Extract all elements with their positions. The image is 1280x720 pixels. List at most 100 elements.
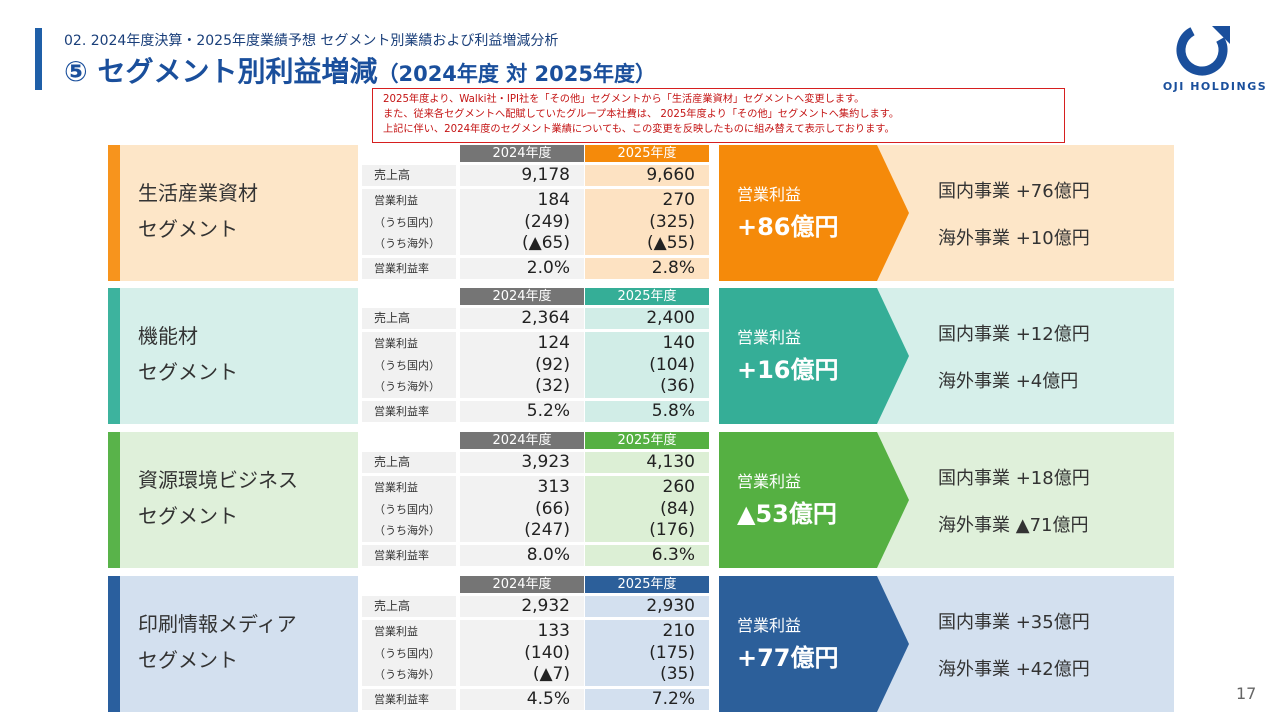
row-label-sales: 売上高 <box>362 165 456 186</box>
sales-2025: 9,660 <box>646 165 695 185</box>
page-number: 17 <box>1236 684 1257 703</box>
sales-2025: 2,930 <box>646 596 695 616</box>
segment-name-line: セグメント <box>138 504 238 528</box>
margin-2024: 2.0% <box>526 258 570 278</box>
label-op-profit: 営業利益 <box>374 337 418 350</box>
op-profit-2024: 133 <box>537 621 570 641</box>
margin-2025: 6.3% <box>651 545 695 565</box>
overseas-2024: (▲65) <box>522 233 570 253</box>
value-profit-group-2024: 313 (66) (247) <box>460 476 584 542</box>
domestic-change: 国内事業 +35億円 <box>938 612 1090 633</box>
segment-name-line: セグメント <box>138 217 238 241</box>
header-2024: 2024年度 <box>460 432 584 449</box>
segment-name-line: 生活産業資材 <box>138 181 258 205</box>
op-profit-2024: 184 <box>537 190 570 210</box>
overseas-change: 海外事業 +4億円 <box>938 371 1079 392</box>
margin-2024: 4.5% <box>526 689 570 709</box>
value-margin-2025: 6.3% <box>585 545 709 566</box>
label-overseas: （うち海外） <box>374 524 440 537</box>
label-domestic: （うち国内） <box>374 358 440 372</box>
notice-line: 2025年度より、Walki社・IPI社を「その他」セグメントから「生活産業資材… <box>383 94 865 105</box>
margin-2024: 5.2% <box>526 401 570 421</box>
label-sales: 売上高 <box>374 455 411 469</box>
profit-change-arrow: 営業利益 ▲53億円 <box>719 432 909 568</box>
domestic-change: 国内事業 +18億円 <box>938 468 1090 489</box>
label-margin: 営業利益率 <box>374 405 429 418</box>
sales-2024: 2,364 <box>521 308 570 328</box>
domestic-2025: (84) <box>660 498 695 519</box>
value-sales-2024: 2,932 <box>460 596 584 617</box>
arrow-label: 営業利益 <box>737 328 802 347</box>
overseas-2025: (36) <box>660 376 695 396</box>
margin-2025: 2.8% <box>651 258 695 278</box>
segment-name: 機能材 セグメント <box>138 318 238 390</box>
header-2025: 2025年度 <box>585 432 709 449</box>
value-profit-group-2024: 133 (140) (▲7) <box>460 620 584 686</box>
overseas-change: 海外事業 +10億円 <box>938 228 1090 249</box>
sales-2024: 3,923 <box>521 452 570 472</box>
label-domestic: （うち国内） <box>374 502 440 516</box>
chevron-arrow-icon <box>719 288 909 424</box>
overseas-2024: (▲7) <box>532 664 570 684</box>
value-margin-2024: 4.5% <box>460 689 584 710</box>
value-profit-group-2025: 210 (175) (35) <box>585 620 709 686</box>
domestic-2025: (104) <box>649 354 695 375</box>
value-margin-2025: 5.8% <box>585 401 709 422</box>
row-label-profit-group: 営業利益 （うち国内） （うち海外） <box>362 476 456 542</box>
domestic-change: 国内事業 +12億円 <box>938 324 1090 345</box>
value-margin-2024: 2.0% <box>460 258 584 279</box>
row-label-sales: 売上高 <box>362 596 456 617</box>
company-logo: OJI HOLDINGS <box>1160 20 1270 100</box>
arrow-value: +86億円 <box>737 213 839 241</box>
chevron-arrow-icon <box>719 576 909 712</box>
arrow-label: 営業利益 <box>737 185 802 204</box>
arrow-label: 営業利益 <box>737 616 802 635</box>
op-profit-2025: 140 <box>662 333 695 353</box>
label-sales: 売上高 <box>374 168 411 182</box>
op-profit-2024: 124 <box>537 333 570 353</box>
label-domestic: （うち国内） <box>374 646 440 660</box>
overseas-change: 海外事業 ▲71億円 <box>938 515 1089 536</box>
arrow-label: 営業利益 <box>737 472 802 491</box>
oji-logo-icon <box>1176 24 1230 76</box>
domestic-change: 国内事業 +76億円 <box>938 181 1090 202</box>
label-overseas: （うち海外） <box>374 237 440 250</box>
overseas-2025: (35) <box>660 664 695 684</box>
label-op-profit: 営業利益 <box>374 194 418 207</box>
page-title-main: ⑤ セグメント別利益増減 <box>64 55 378 88</box>
domestic-2024: (140) <box>524 642 570 663</box>
row-label-profit-group: 営業利益 （うち国内） （うち海外） <box>362 620 456 686</box>
page-title-period: （2024年度 対 2025年度） <box>377 62 656 86</box>
sales-2025: 2,400 <box>646 308 695 328</box>
notice-line: また、従来各セグメントへ配賦していたグループ本社費は、 2025年度より「その他… <box>383 109 900 120</box>
value-margin-2024: 8.0% <box>460 545 584 566</box>
segment-name-line: セグメント <box>138 648 238 672</box>
segment-block: 印刷情報メディア セグメント 2024年度 2025年度 売上高 営業利益 （う… <box>108 576 1174 712</box>
sales-2024: 9,178 <box>521 165 570 185</box>
segment-name: 印刷情報メディア セグメント <box>138 606 297 678</box>
domestic-2024: (249) <box>524 211 570 232</box>
segment-block: 生活産業資材 セグメント 2024年度 2025年度 売上高 営業利益 （うち国… <box>108 145 1174 281</box>
value-profit-group-2025: 270 (325) (▲55) <box>585 189 709 255</box>
value-profit-group-2024: 124 (92) (32) <box>460 332 584 398</box>
segment-color-strip <box>108 576 120 712</box>
chevron-arrow-icon <box>719 432 909 568</box>
segment-color-strip <box>108 288 120 424</box>
value-margin-2025: 7.2% <box>585 689 709 710</box>
domestic-2024: (92) <box>535 354 570 375</box>
value-profit-group-2025: 260 (84) (176) <box>585 476 709 542</box>
op-profit-2025: 210 <box>662 621 695 641</box>
segment-block: 機能材 セグメント 2024年度 2025年度 売上高 営業利益 （うち国内） … <box>108 288 1174 424</box>
arrow-value: ▲53億円 <box>737 500 837 528</box>
value-sales-2024: 9,178 <box>460 165 584 186</box>
overseas-2025: (176) <box>649 520 695 540</box>
label-overseas: （うち海外） <box>374 668 440 681</box>
label-op-profit: 営業利益 <box>374 481 418 494</box>
notice-box: 2025年度より、Walki社・IPI社を「その他」セグメントから「生活産業資材… <box>372 88 1065 143</box>
value-sales-2025: 9,660 <box>585 165 709 186</box>
domestic-2024: (66) <box>535 498 570 519</box>
value-margin-2024: 5.2% <box>460 401 584 422</box>
label-sales: 売上高 <box>374 599 411 613</box>
logo-wordmark: OJI HOLDINGS <box>1162 80 1268 93</box>
row-label-profit-group: 営業利益 （うち国内） （うち海外） <box>362 332 456 398</box>
